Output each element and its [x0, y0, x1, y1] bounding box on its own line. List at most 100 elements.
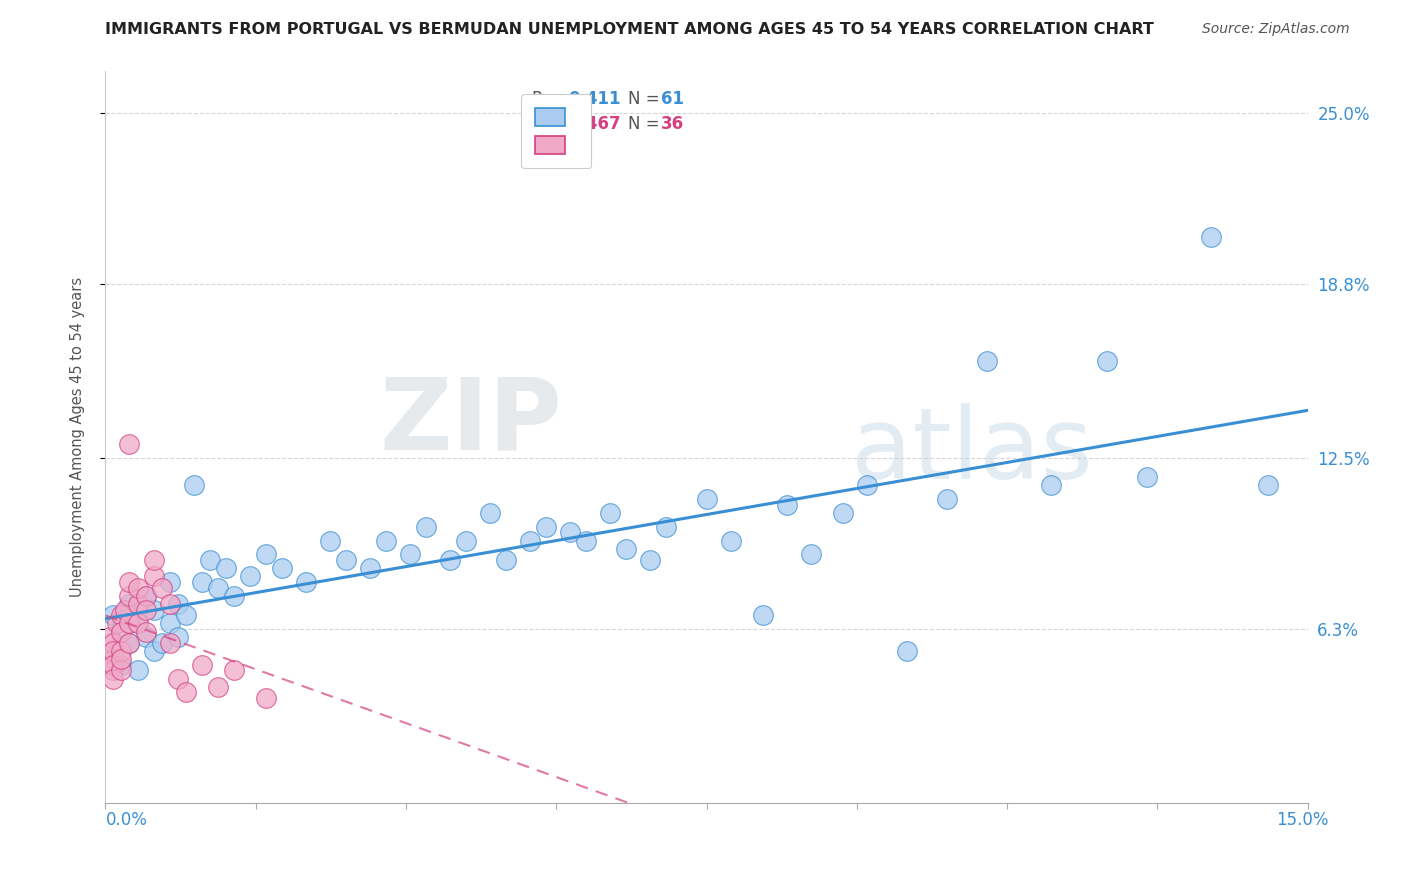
- Text: 15.0%: 15.0%: [1277, 811, 1329, 829]
- Point: [319, 533, 342, 548]
- Point: [110, 663, 132, 677]
- Point: [103, 657, 125, 672]
- Point: [110, 657, 132, 672]
- Point: [118, 589, 141, 603]
- Point: [855, 478, 877, 492]
- Point: [159, 616, 181, 631]
- Point: [118, 597, 141, 611]
- Point: [114, 602, 136, 616]
- Point: [239, 569, 262, 583]
- Point: [98, 630, 121, 644]
- Point: [359, 561, 381, 575]
- Point: [174, 685, 197, 699]
- Point: [118, 616, 141, 631]
- Point: [190, 574, 212, 589]
- Point: [127, 616, 149, 631]
- Point: [110, 644, 132, 658]
- Point: [118, 636, 141, 650]
- Point: [110, 622, 132, 636]
- Point: [103, 608, 125, 623]
- Point: [640, 553, 662, 567]
- Point: [174, 608, 197, 623]
- Point: [976, 354, 998, 368]
- Point: [135, 589, 157, 603]
- Point: [150, 636, 173, 650]
- Point: [110, 624, 132, 639]
- Text: R =: R =: [533, 90, 568, 108]
- Point: [103, 636, 125, 650]
- Point: [936, 492, 959, 507]
- Point: [1040, 478, 1063, 492]
- Point: [190, 657, 212, 672]
- Text: ZIP: ZIP: [380, 374, 562, 471]
- Point: [135, 602, 157, 616]
- Point: [166, 672, 188, 686]
- Point: [207, 680, 229, 694]
- Point: [254, 548, 277, 562]
- Point: [599, 506, 621, 520]
- Point: [214, 561, 236, 575]
- Text: IMMIGRANTS FROM PORTUGAL VS BERMUDAN UNEMPLOYMENT AMONG AGES 45 TO 54 YEARS CORR: IMMIGRANTS FROM PORTUGAL VS BERMUDAN UNE…: [105, 22, 1154, 37]
- Point: [159, 574, 181, 589]
- Point: [655, 520, 678, 534]
- Text: 36: 36: [661, 115, 683, 133]
- Text: Source: ZipAtlas.com: Source: ZipAtlas.com: [1202, 22, 1350, 37]
- Point: [831, 506, 853, 520]
- Point: [127, 581, 149, 595]
- Point: [222, 663, 245, 677]
- Text: R =: R =: [533, 115, 568, 133]
- Point: [479, 506, 502, 520]
- Y-axis label: Unemployment Among Ages 45 to 54 years: Unemployment Among Ages 45 to 54 years: [70, 277, 84, 597]
- Point: [103, 644, 125, 658]
- Point: [456, 533, 478, 548]
- Point: [439, 553, 461, 567]
- Point: [142, 644, 165, 658]
- Point: [776, 498, 799, 512]
- Point: [616, 541, 638, 556]
- Point: [110, 608, 132, 623]
- Point: [896, 644, 918, 658]
- Point: [270, 561, 292, 575]
- Point: [118, 574, 141, 589]
- Point: [720, 533, 742, 548]
- Point: [254, 690, 277, 705]
- Point: [519, 533, 541, 548]
- Text: 61: 61: [661, 90, 683, 108]
- Point: [696, 492, 718, 507]
- Point: [159, 597, 181, 611]
- Point: [560, 525, 582, 540]
- Point: [103, 672, 125, 686]
- Point: [127, 597, 149, 611]
- Point: [536, 520, 558, 534]
- Point: [495, 553, 517, 567]
- Text: N =: N =: [628, 115, 665, 133]
- Point: [1136, 470, 1159, 484]
- Point: [135, 624, 157, 639]
- Text: 0.0%: 0.0%: [105, 811, 148, 829]
- Point: [150, 581, 173, 595]
- Point: [127, 663, 149, 677]
- Point: [166, 597, 188, 611]
- Point: [142, 553, 165, 567]
- Point: [183, 478, 205, 492]
- Point: [135, 630, 157, 644]
- Point: [800, 548, 823, 562]
- Point: [103, 652, 125, 666]
- Point: [118, 636, 141, 650]
- Point: [198, 553, 221, 567]
- Legend: , : ,: [522, 95, 592, 169]
- Point: [110, 652, 132, 666]
- Point: [751, 608, 773, 623]
- Point: [103, 663, 125, 677]
- Point: [127, 616, 149, 631]
- Point: [1201, 230, 1223, 244]
- Point: [118, 437, 141, 451]
- Point: [399, 548, 422, 562]
- Text: atlas: atlas: [851, 403, 1092, 500]
- Point: [166, 630, 188, 644]
- Point: [107, 616, 129, 631]
- Point: [375, 533, 398, 548]
- Text: N =: N =: [628, 90, 665, 108]
- Point: [142, 602, 165, 616]
- Text: 0.467: 0.467: [568, 115, 621, 133]
